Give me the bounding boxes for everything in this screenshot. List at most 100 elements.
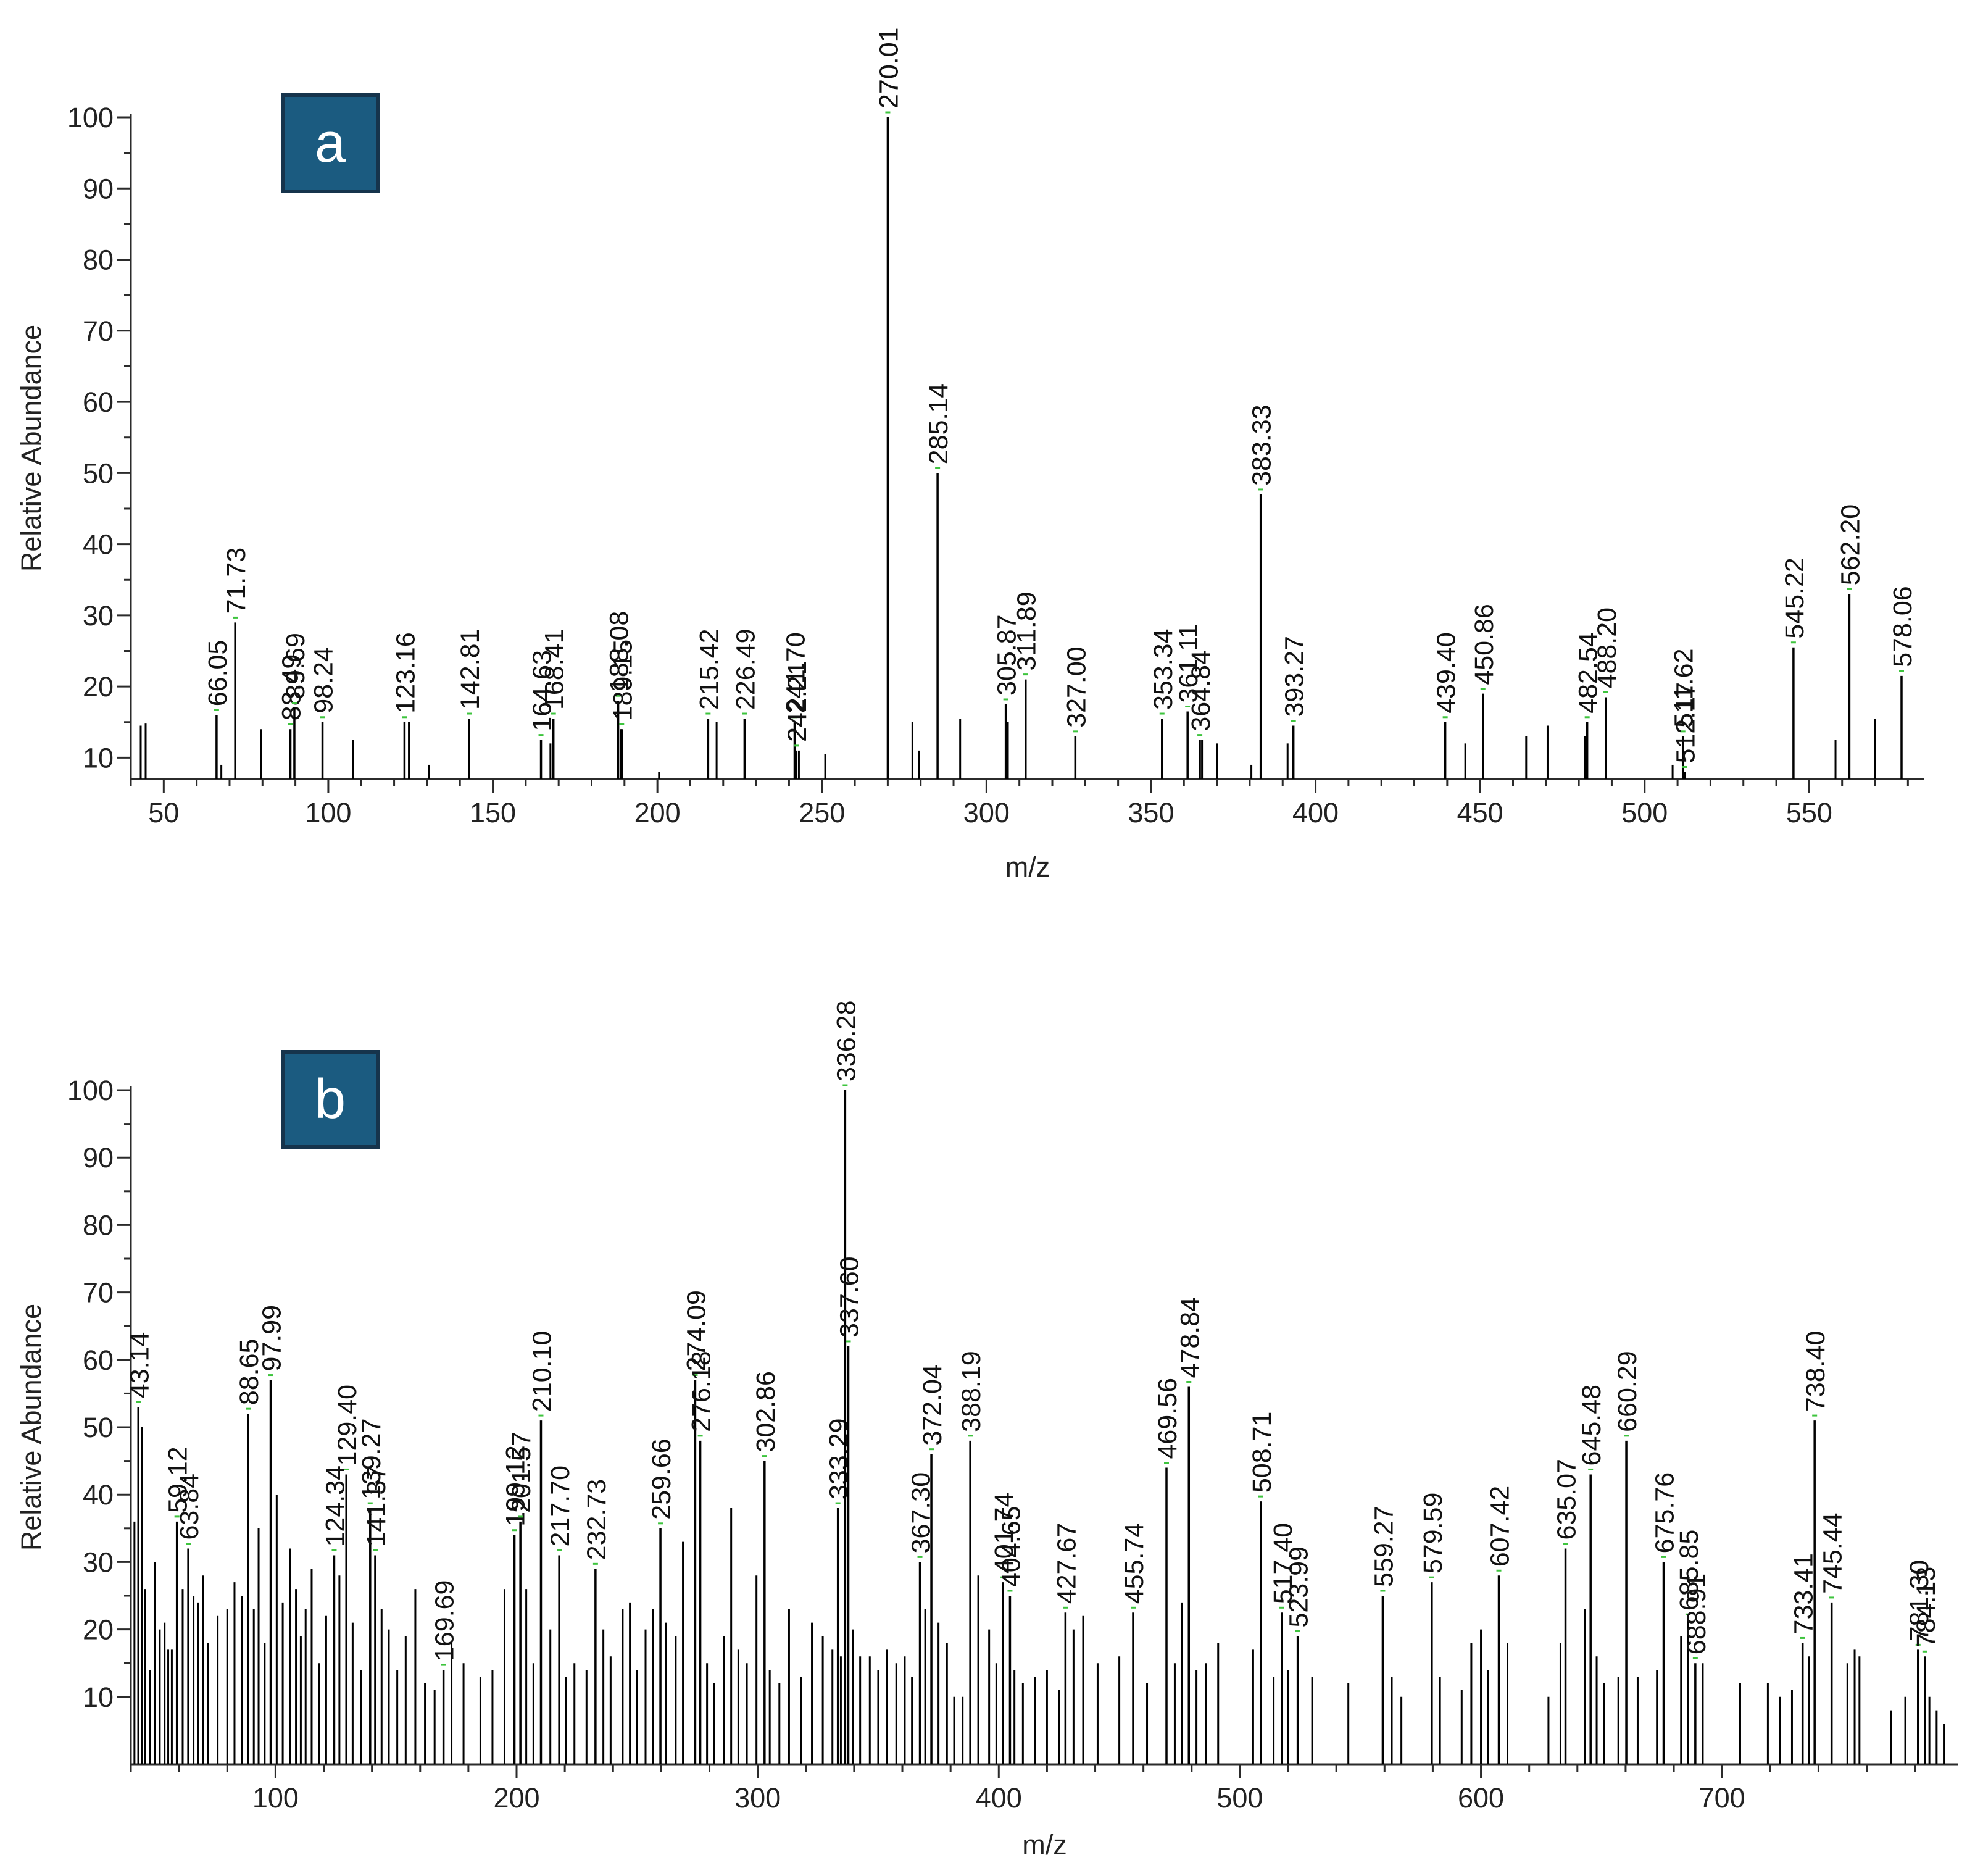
peak-label: 478.84: [1175, 1297, 1205, 1378]
panel-badge-label: b: [315, 1069, 346, 1130]
peak-label: 71.73: [222, 548, 251, 614]
x-tick-label: 400: [1292, 797, 1339, 828]
x-tick-label: 200: [493, 1782, 539, 1814]
peak-label: 559.27: [1369, 1506, 1399, 1587]
peak-label: 66.05: [203, 640, 233, 707]
peak-label: 688.91: [1682, 1574, 1711, 1655]
y-tick-label: 80: [83, 244, 114, 276]
x-tick-label: 350: [1128, 797, 1174, 828]
peak-label: 188.08: [605, 611, 634, 693]
peak-label: 607.42: [1486, 1486, 1515, 1567]
y-tick-label: 30: [83, 1546, 114, 1578]
peak-label: 285.14: [924, 383, 954, 465]
peak-label: 578.06: [1888, 586, 1918, 667]
peak-label: 784.13: [1911, 1567, 1941, 1648]
x-tick-label: 150: [470, 797, 516, 828]
peak-label: 427.67: [1052, 1523, 1081, 1604]
peak-label: 327.00: [1062, 646, 1091, 728]
x-tick-label: 100: [305, 797, 351, 828]
y-tick-label: 50: [83, 457, 114, 489]
peak-label: 333.29: [825, 1419, 854, 1500]
peak-label: 210.10: [527, 1331, 557, 1412]
peak-label: 139.27: [357, 1419, 386, 1500]
peak-label: 88.65: [235, 1339, 264, 1406]
peak-label: 129.40: [333, 1385, 362, 1466]
peak-label: 404.65: [996, 1506, 1026, 1587]
peak-label: 141.37: [362, 1465, 391, 1547]
panel-badge: [281, 1050, 380, 1149]
peak-label: 383.33: [1247, 404, 1277, 486]
peak-label: 215.42: [694, 628, 724, 710]
x-tick-label: 100: [252, 1782, 299, 1814]
peak-label: 738.40: [1801, 1331, 1831, 1412]
x-tick-label: 600: [1458, 1782, 1504, 1814]
peak-label: 168.41: [540, 628, 570, 710]
x-tick-label: 50: [148, 797, 179, 828]
y-tick-label: 70: [83, 315, 114, 347]
peak-label: 450.86: [1470, 604, 1499, 685]
x-tick-label: 700: [1699, 1782, 1745, 1814]
peak-label: 97.99: [257, 1305, 287, 1372]
peak-label: 226.49: [731, 628, 760, 710]
y-tick-label: 40: [83, 529, 114, 561]
peak-label: 302.86: [751, 1371, 781, 1453]
peak-label: 372.04: [918, 1364, 947, 1446]
x-tick-label: 200: [634, 797, 681, 828]
peak-label: 124.34: [320, 1465, 350, 1547]
y-tick-label: 90: [83, 173, 114, 204]
peak-label: 645.48: [1577, 1385, 1607, 1466]
peak-label: 562.20: [1835, 504, 1865, 586]
peak-label: 189.15: [608, 640, 638, 721]
peak-label: 337.60: [835, 1256, 865, 1338]
y-tick-label: 20: [83, 671, 114, 702]
y-tick-label: 10: [83, 742, 114, 773]
x-tick-label: 450: [1457, 797, 1503, 828]
y-tick-label: 40: [83, 1479, 114, 1511]
peak-label: 393.27: [1280, 636, 1310, 717]
peak-label: 512.17: [1671, 682, 1701, 764]
peak-label: 361.11: [1174, 623, 1204, 702]
peak-label: 401.74: [989, 1493, 1019, 1574]
peak-label: 201.57: [507, 1432, 536, 1513]
peak-label: 579.59: [1418, 1493, 1448, 1574]
x-tick-label: 400: [976, 1782, 1022, 1814]
peak-label: 89.69: [281, 633, 310, 699]
peak-label: 469.56: [1153, 1378, 1183, 1459]
spectrum-panel-a: 10 20 30 40 50 60 70 80 90 100 50 100 150 200 250 300 35…: [15, 27, 1924, 883]
x-tick-label: 250: [799, 797, 845, 828]
peak-label: 98.24: [309, 647, 339, 714]
y-tick-label: 80: [83, 1209, 114, 1241]
peak-label: 781.30: [1905, 1560, 1934, 1641]
peak-label: 508.71: [1247, 1412, 1277, 1493]
peak-label: 488.20: [1592, 607, 1622, 689]
y-tick-label: 100: [67, 102, 114, 133]
peak-label: 63.84: [175, 1474, 204, 1540]
peak-label: 353.34: [1149, 628, 1178, 710]
x-tick-label: 500: [1216, 1782, 1263, 1814]
x-axis-title: m/z: [1022, 1829, 1067, 1861]
peak-label: 232.73: [582, 1479, 612, 1561]
peak-label: 388.19: [957, 1351, 986, 1432]
peak-label: 675.76: [1650, 1472, 1679, 1554]
y-tick-label: 10: [83, 1682, 114, 1713]
y-axis-title: Relative Abundance: [15, 1304, 47, 1551]
y-tick-label: 30: [83, 600, 114, 632]
peak-label: 439.40: [1432, 632, 1461, 714]
peak-label: 270.01: [874, 27, 904, 109]
y-tick-label: 90: [83, 1142, 114, 1174]
y-tick-label: 60: [83, 1344, 114, 1376]
spectrum-panel-b: 10 20 30 40 50 60 70 80 90 100 100 200 300 400 500 600 7…: [15, 1000, 1958, 1861]
peak-label: 511.62: [1669, 649, 1699, 728]
peak-label: 336.28: [831, 1000, 861, 1082]
x-tick-label: 300: [734, 1782, 781, 1814]
peak-label: 164.63: [528, 650, 557, 732]
y-axis-title: Relative Abundance: [15, 325, 47, 572]
peak-label: 274.09: [681, 1290, 711, 1372]
panel-badge: [281, 93, 380, 193]
peak-label: 142.81: [455, 628, 485, 710]
x-tick-label: 300: [963, 797, 1010, 828]
peak-label: 276.18: [687, 1351, 717, 1432]
x-axis-title: m/z: [1005, 851, 1050, 883]
peak-label: 635.07: [1552, 1459, 1582, 1540]
